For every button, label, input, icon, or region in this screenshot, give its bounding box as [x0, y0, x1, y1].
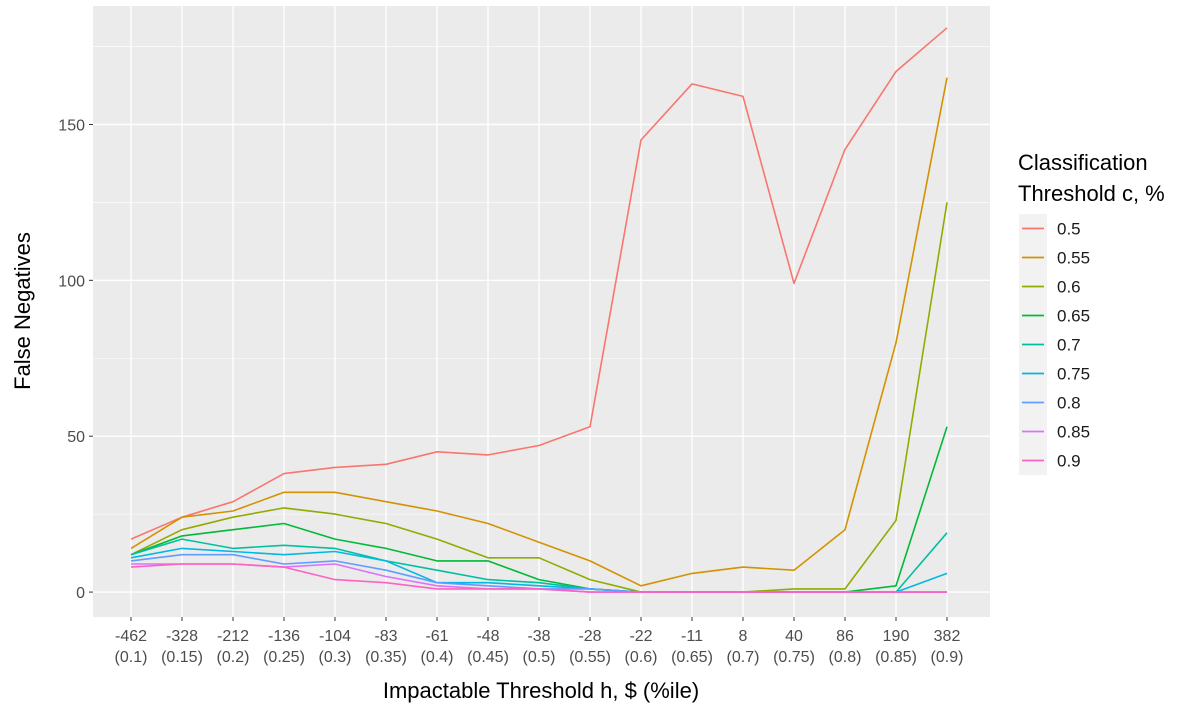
x-tick-label-percentile: (0.65): [671, 649, 713, 666]
x-tick-label-value: 8: [739, 628, 748, 645]
x-tick-label-value: -104: [319, 628, 351, 645]
legend-label: 0.9: [1057, 452, 1081, 471]
legend-title-line-2: Threshold c, %: [1018, 181, 1165, 206]
x-tick-label-percentile: (0.9): [931, 649, 964, 666]
legend-label: 0.7: [1057, 336, 1081, 355]
x-tick-label-percentile: (0.45): [467, 649, 509, 666]
legend-item-0.5: 0.5: [1019, 214, 1081, 243]
plot-panel: [93, 6, 990, 617]
legend-label: 0.6: [1057, 278, 1081, 297]
x-tick-label-value: -48: [476, 628, 499, 645]
x-tick-label-percentile: (0.15): [161, 649, 203, 666]
x-tick-label-value: 190: [883, 628, 910, 645]
legend-item-0.7: 0.7: [1019, 330, 1081, 359]
x-tick-label-percentile: (0.35): [365, 649, 407, 666]
legend-item-0.85: 0.85: [1019, 417, 1090, 446]
x-tick-label-value: -328: [166, 628, 198, 645]
y-tick-label: 100: [58, 273, 85, 290]
x-tick-label-value: -83: [374, 628, 397, 645]
x-tick-label-percentile: (0.7): [727, 649, 760, 666]
x-tick-label-value: -136: [268, 628, 300, 645]
major-gridlines: [93, 6, 990, 617]
y-axis-title: False Negatives: [10, 232, 35, 390]
series-line-0.55: [130, 77, 948, 587]
x-tick-label-value: -462: [115, 628, 147, 645]
y-tick-label: 0: [76, 585, 85, 602]
x-tick-label-percentile: (0.6): [625, 649, 658, 666]
x-tick-label-percentile: (0.4): [421, 649, 454, 666]
x-tick-label-percentile: (0.75): [773, 649, 815, 666]
legend-item-0.8: 0.8: [1019, 388, 1081, 417]
series-lines: [130, 27, 948, 593]
y-tick-label: 150: [58, 117, 85, 134]
legend-item-0.9: 0.9: [1019, 446, 1081, 475]
x-tick-label-value: 40: [785, 628, 803, 645]
x-tick-label-value: 382: [934, 628, 961, 645]
x-tick-label-value: -11: [681, 628, 703, 645]
legend-item-0.6: 0.6: [1019, 272, 1081, 301]
series-line-0.6: [130, 202, 948, 593]
x-tick-label-value: 86: [836, 628, 854, 645]
x-tick-label-percentile: (0.2): [217, 649, 250, 666]
x-tick-label-value: -28: [578, 628, 601, 645]
minor-gridlines: [93, 46, 990, 515]
series-line-0.5: [130, 27, 948, 540]
legend-label: 0.8: [1057, 394, 1081, 413]
x-tick-label-value: -212: [217, 628, 249, 645]
x-tick-label-value: -61: [425, 628, 448, 645]
x-axis-title: Impactable Threshold h, $ (%ile): [383, 678, 699, 703]
x-tick-label-percentile: (0.25): [263, 649, 305, 666]
legend-label: 0.5: [1057, 220, 1081, 239]
x-tick-label-value: -22: [629, 628, 652, 645]
x-axis-ticks: -462 (0.1) -328 (0.15) -212 (0.2) -136 (0.25) -1…: [115, 617, 964, 666]
series-line-0.9: [130, 563, 947, 593]
x-tick-label-percentile: (0.85): [875, 649, 917, 666]
y-axis-ticks: 0 50 100 150: [58, 117, 93, 602]
x-tick-label-percentile: (0.8): [829, 649, 862, 666]
x-tick-label-percentile: (0.5): [523, 649, 556, 666]
legend-label: 0.85: [1057, 423, 1090, 442]
x-tick-label-value: -38: [527, 628, 550, 645]
legend-label: 0.65: [1057, 307, 1090, 326]
legend-title-line-1: Classification: [1018, 150, 1148, 175]
legend-items: 0.5 0.55 0.6 0.65 0.7 0.75 0.8 0.85 0.9: [1019, 214, 1090, 475]
legend-item-0.65: 0.65: [1019, 301, 1090, 330]
legend-label: 0.75: [1057, 365, 1090, 384]
legend-item-0.75: 0.75: [1019, 359, 1090, 388]
x-tick-label-percentile: (0.1): [115, 649, 148, 666]
legend-item-0.55: 0.55: [1019, 243, 1090, 272]
x-tick-label-percentile: (0.3): [319, 649, 352, 666]
legend-label: 0.55: [1057, 249, 1090, 268]
y-tick-label: 50: [67, 429, 85, 446]
legend: Classification Threshold c, % 0.5 0.55 0.6…: [1018, 150, 1165, 475]
x-tick-label-percentile: (0.55): [569, 649, 611, 666]
